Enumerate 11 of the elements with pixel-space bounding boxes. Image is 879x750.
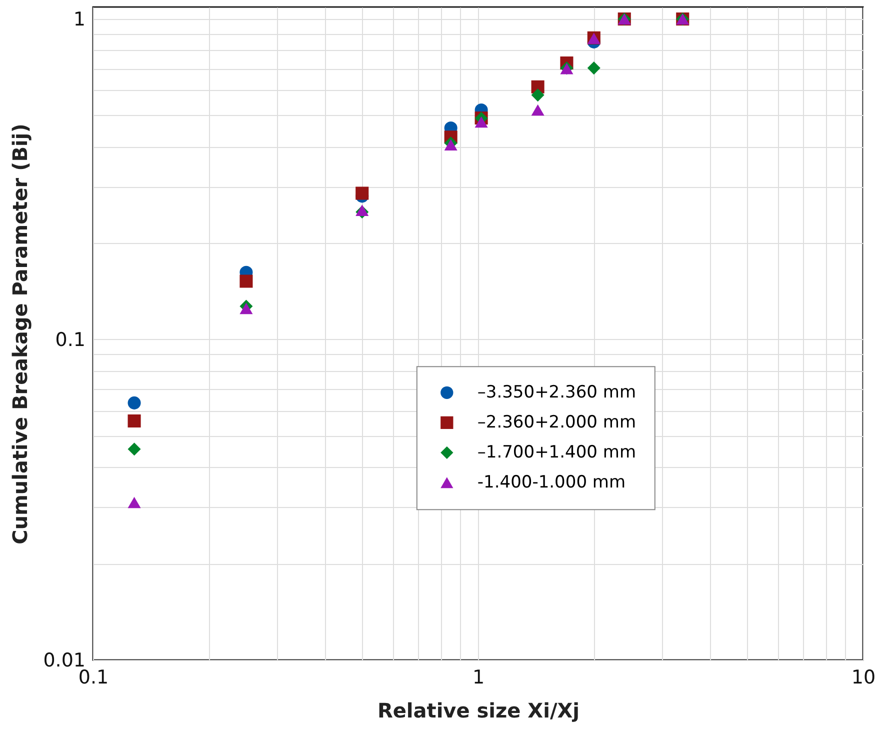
legend-label: –2.360+2.000 mm	[477, 412, 636, 433]
x-tick-label: 10	[851, 666, 876, 688]
x-axis-title: Relative size Xi/Xj	[377, 698, 580, 722]
y-axis-title: Cumulative Breakage Parameter (Bij)	[8, 124, 32, 544]
legend-label: -1.400-1.000 mm	[477, 472, 626, 493]
x-tick-label: 1	[472, 666, 485, 688]
x-tick-label: 0.1	[78, 666, 109, 688]
legend-label: –1.700+1.400 mm	[477, 442, 636, 463]
y-tick-label: 0.1	[55, 329, 86, 351]
y-tick-label: 1	[73, 8, 86, 30]
legend-label: –3.350+2.360 mm	[477, 382, 636, 403]
